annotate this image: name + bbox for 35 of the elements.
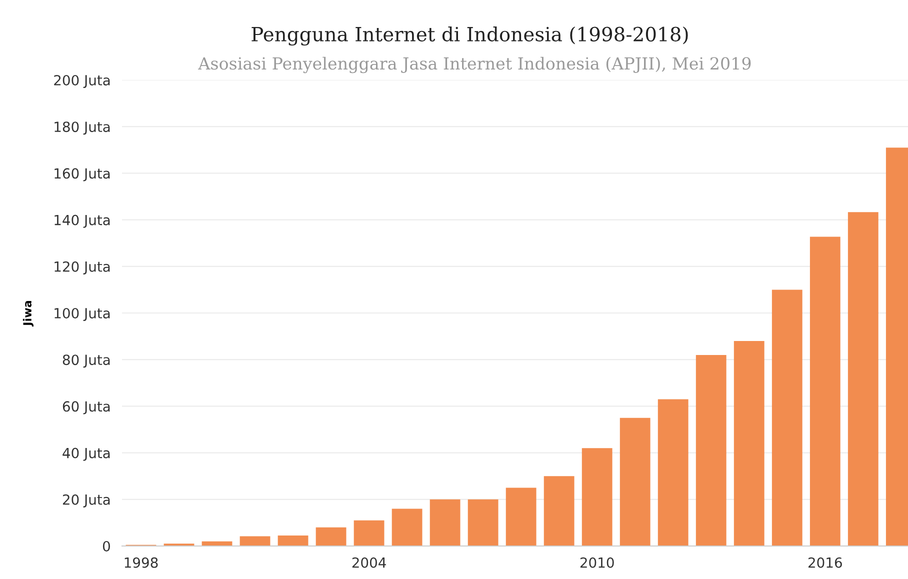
bar — [392, 508, 422, 546]
y-tick-label: 200 Juta — [54, 74, 110, 88]
bar — [278, 536, 308, 546]
x-tick-label: 1998 — [124, 557, 158, 568]
bar — [582, 448, 612, 546]
bar — [848, 212, 878, 546]
bar — [354, 520, 384, 546]
y-tick-label: 60 Juta — [62, 401, 110, 414]
bar — [772, 290, 802, 546]
x-tick-label: 2004 — [352, 557, 386, 568]
y-tick-label: 140 Juta — [54, 214, 110, 228]
bar — [696, 354, 726, 546]
bar — [734, 340, 764, 546]
chart-title: Pengguna Internet di Indonesia (1998-2018) — [252, 26, 688, 46]
chart-subtitle: Asosiasi Penyelenggara Jasa Internet Indonesia (APJII), Mei 2019 — [198, 56, 751, 74]
y-tick-label: 20 Juta — [62, 494, 110, 508]
bar — [810, 236, 840, 546]
y-axis-title: Jiwa — [22, 301, 34, 326]
y-tick-label: 80 Juta — [62, 354, 110, 368]
bar — [468, 499, 498, 546]
bar — [658, 399, 688, 546]
bar — [620, 418, 650, 546]
x-tick-label: 2016 — [808, 557, 842, 568]
x-tick-label: 2010 — [580, 557, 614, 568]
y-tick-label: 100 Juta — [54, 308, 110, 322]
y-tick-label: 0 — [102, 540, 110, 552]
y-tick-label: 180 Juta — [54, 122, 110, 135]
bar — [240, 536, 270, 546]
bar — [544, 476, 574, 546]
bar — [316, 527, 346, 546]
y-tick-label: 120 Juta — [54, 261, 110, 274]
y-tick-label: 160 Juta — [54, 168, 110, 182]
y-tick-label: 40 Juta — [62, 448, 110, 461]
bar — [506, 488, 536, 546]
bar — [430, 499, 460, 546]
